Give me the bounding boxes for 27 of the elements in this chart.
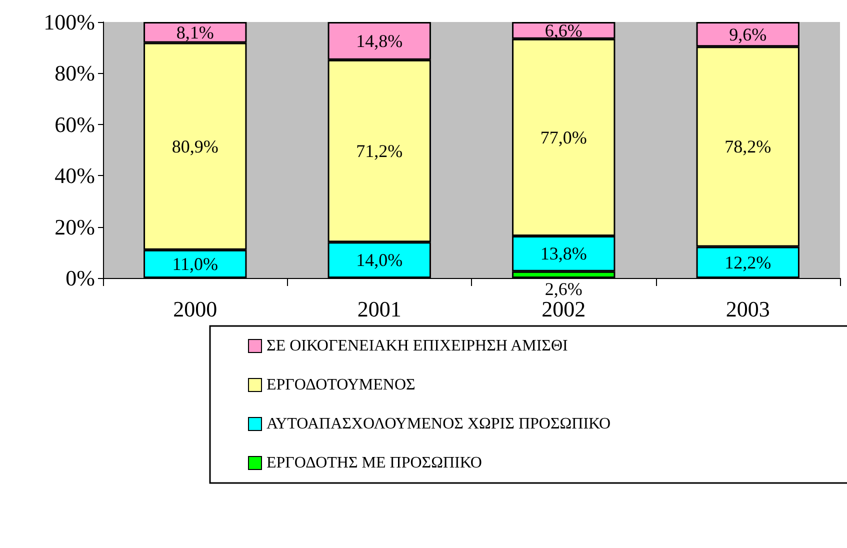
- legend-label: ΕΡΓΟΔΟΤΟΥΜΕΝΟΣ: [266, 376, 416, 394]
- data-label: 71,2%: [356, 141, 403, 162]
- y-tick-label: 20%: [54, 214, 95, 240]
- data-label: 13,8%: [540, 244, 587, 264]
- data-label: 11,0%: [172, 254, 218, 274]
- data-label: 14,0%: [356, 250, 403, 270]
- y-tick-label: 40%: [54, 163, 95, 188]
- x-tick-label: 2003: [726, 296, 770, 322]
- y-tick-label: 80%: [54, 60, 95, 86]
- x-tick-label: 2002: [542, 296, 586, 322]
- legend-label: ΕΡΓΟΔΟΤΗΣ ΜΕ ΠΡΟΣΩΠΙΚΟ: [266, 454, 482, 472]
- data-label: 80,9%: [172, 136, 218, 156]
- y-tick-label: 0%: [66, 266, 95, 290]
- data-label: 14,8%: [356, 30, 403, 51]
- y-tick-label: 100%: [44, 10, 95, 34]
- data-label: 6,6%: [544, 20, 582, 40]
- data-label: 9,6%: [729, 24, 767, 44]
- x-tick-label: 2000: [173, 296, 218, 322]
- legend-label: ΑΥΤΟΑΠΑΣΧΟΛΟΥΜΕΝΟΣ ΧΩΡΙΣ ΠΡΟΣΩΠΙΚΟ: [266, 416, 611, 432]
- legend-label: ΣΕ ΟΙΚΟΓΕΝΕΙΑΚΗ ΕΠΙΧΕΙΡΗΣΗ ΑΜΙΣΘΙ: [266, 338, 568, 354]
- data-label: 12,2%: [724, 252, 772, 272]
- data-label: 8,1%: [176, 22, 214, 42]
- x-tick-label: 2001: [357, 296, 402, 322]
- data-label: 78,2%: [724, 136, 772, 157]
- data-label: 2,6%: [544, 279, 582, 299]
- data-label: 77,0%: [540, 127, 587, 148]
- y-tick-label: 60%: [54, 112, 95, 137]
